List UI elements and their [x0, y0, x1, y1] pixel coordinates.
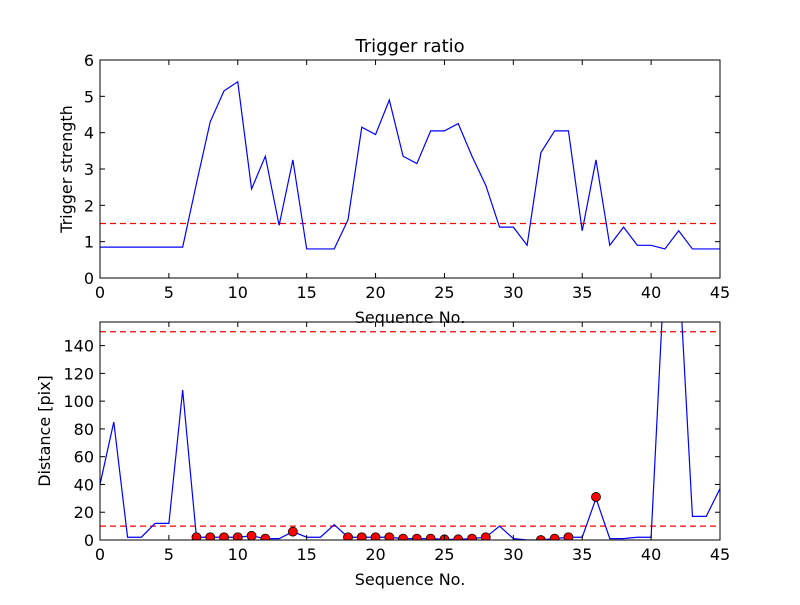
y-tick-label: 20 [74, 503, 94, 522]
x-tick-label: 20 [365, 545, 385, 564]
x-tick-label: 10 [228, 283, 248, 302]
y-tick-label: 3 [84, 160, 94, 179]
y-tick-label: 1 [84, 233, 94, 252]
x-tick-label: 45 [710, 283, 730, 302]
y-tick-label: 0 [84, 269, 94, 288]
data-point [343, 532, 353, 540]
data-point [425, 533, 436, 540]
trigger-ratio-chart: Trigger ratio Sequence No. Trigger stren… [57, 36, 730, 327]
y-axis-label: Distance [pix] [35, 375, 54, 487]
x-axis-label: Sequence No. [355, 570, 466, 589]
y-tick-label: 80 [74, 420, 94, 439]
data-point [480, 532, 491, 540]
data-point [398, 533, 409, 540]
data-point [246, 530, 257, 540]
data-point [467, 533, 477, 540]
x-tick-label: 5 [164, 545, 174, 564]
series-line [100, 322, 720, 540]
chart-title: Trigger ratio [354, 36, 464, 57]
x-tick-label: 15 [296, 545, 316, 564]
axes-frame [99, 321, 721, 541]
y-tick-label: 140 [63, 337, 94, 356]
data-point [411, 533, 422, 540]
x-tick-label: 40 [641, 545, 661, 564]
data-point [453, 534, 464, 540]
data-point [384, 532, 395, 540]
x-axis-label: Sequence No. [355, 308, 466, 327]
x-tick-label: 5 [164, 283, 174, 302]
x-tick-label: 25 [434, 545, 454, 564]
x-tick-label: 10 [228, 545, 248, 564]
y-tick-label: 60 [74, 448, 94, 467]
plot-clip [100, 322, 720, 540]
y-tick-label: 40 [74, 475, 94, 494]
data-point [563, 532, 574, 540]
x-tick-label: 0 [95, 283, 105, 302]
x-tick-label: 35 [572, 283, 592, 302]
y-tick-label: 120 [63, 364, 94, 383]
x-tick-label: 15 [296, 283, 316, 302]
y-tick-label: 6 [84, 51, 94, 70]
data-point [191, 532, 202, 540]
y-axis-label: Trigger strength [57, 105, 76, 234]
x-tick-label: 0 [95, 545, 105, 564]
y-tick-label: 100 [63, 392, 94, 411]
data-point [549, 533, 560, 540]
plot-area: 0 5 10 15 20 25 30 35 40 45 0 20 40 60 80 100 120 140 [63, 321, 730, 564]
data-point [535, 535, 546, 540]
x-tick-label: 35 [572, 545, 592, 564]
data-point [591, 492, 601, 502]
y-tick-label: 4 [84, 124, 94, 143]
series-line [100, 80, 720, 250]
data-point [260, 533, 271, 540]
data-point [356, 532, 367, 540]
x-tick-label: 30 [503, 283, 523, 302]
y-tick-label: 2 [84, 196, 94, 215]
y-tick-label: 5 [84, 87, 94, 106]
axes-frame [99, 59, 721, 279]
data-point [287, 526, 298, 537]
x-tick-label: 20 [365, 283, 385, 302]
x-tick-label: 40 [641, 283, 661, 302]
plot-clip [100, 80, 720, 250]
data-point [205, 532, 216, 540]
x-tick-label: 25 [434, 283, 454, 302]
y-tick-label: 0 [84, 531, 94, 550]
x-tick-label: 45 [710, 545, 730, 564]
x-tick-label: 30 [503, 545, 523, 564]
distance-chart: Sequence No. Distance [pix] 0 5 10 15 20 25 30… [35, 321, 730, 589]
data-point [219, 532, 229, 540]
